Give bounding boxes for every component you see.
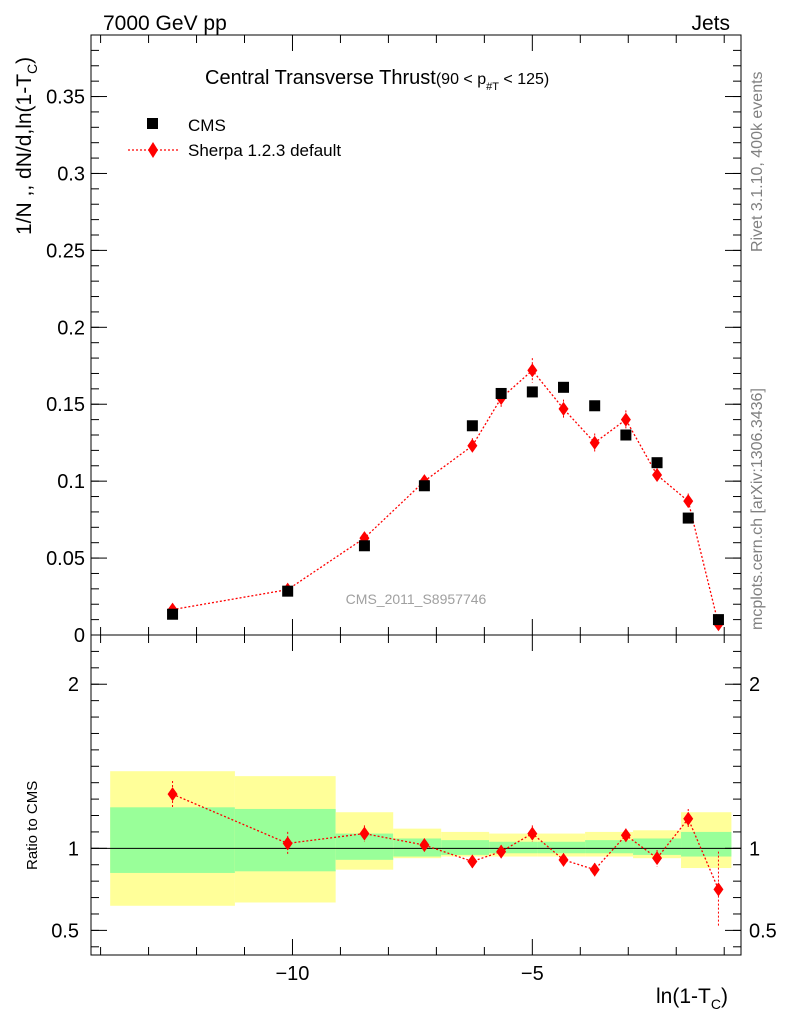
band-inner-5 [489, 841, 538, 854]
x-axis-label: ln(1-TC) [656, 985, 728, 1012]
y-tick-label: 0.05 [46, 548, 85, 570]
ratio-tick-label-right: 0.5 [749, 920, 777, 942]
cms-point [282, 585, 294, 597]
cms-point [712, 614, 724, 626]
chart-title-subscript: #T [486, 81, 499, 93]
sherpa-series-line [172, 369, 720, 625]
band-inner-3 [393, 838, 442, 857]
legend-label-cms: CMS [188, 116, 226, 135]
cms-point [589, 400, 601, 412]
chart-title-suffix: (90 < p [436, 71, 486, 88]
sherpa-point [683, 494, 694, 509]
y-tick-label: 0.15 [46, 394, 85, 416]
ratio-tick-label-right: 1 [749, 838, 760, 860]
x-tick-label: −5 [521, 963, 544, 985]
cms-point [682, 512, 694, 524]
sherpa-point [527, 363, 538, 378]
cms-point [620, 429, 632, 441]
ratio-point [589, 862, 600, 877]
y-axis-label: 1/N ,, dN/d,ln(1-TC) [13, 57, 40, 235]
ratio-tick-label: 0.5 [51, 920, 79, 942]
band-inner-7 [585, 840, 634, 854]
y-tick-label: 0.25 [46, 240, 85, 262]
ratio-series-points [167, 781, 724, 928]
cms-point [418, 480, 430, 492]
sherpa-point [620, 412, 631, 427]
cms-point [651, 457, 663, 469]
ratio-point [419, 838, 430, 853]
ratio-point [167, 787, 178, 802]
ratio-point [683, 811, 694, 826]
ratio-tick-label-right: 2 [749, 674, 760, 696]
ratio-point [620, 828, 631, 843]
cms-point [558, 381, 570, 393]
x-axis-label-main: ln(1-T [656, 985, 711, 1008]
legend-marker-cms [147, 118, 158, 129]
legend: CMS Sherpa 1.2.3 default [128, 116, 341, 160]
chart-title: Central Transverse Thrust(90 < p#T < 125… [205, 67, 549, 93]
y-tick-label: 0.3 [57, 163, 85, 185]
header-right: Jets [691, 12, 730, 35]
cms-point [495, 387, 507, 399]
band-inner-8 [633, 838, 682, 855]
axis-ticks: 0 0.05 0.1 0.15 0.2 0.25 0.3 0.35 −10 −5 0.5 0.5 1 1 2… [46, 35, 777, 985]
ratio-panel-frame [90, 634, 742, 956]
sherpa-point [652, 468, 663, 482]
sherpa-line [172, 369, 720, 625]
cms-point [466, 420, 478, 432]
sherpa-point [467, 438, 478, 453]
band-inner-9 [681, 831, 732, 857]
legend-label-sherpa: Sherpa 1.2.3 default [188, 141, 341, 160]
ratio-tick-label: 1 [68, 838, 79, 860]
ratio-point [359, 826, 370, 841]
ratio-tick-label: 2 [68, 674, 79, 696]
uncertainty-bands [110, 771, 732, 906]
x-axis-label-end: ) [721, 985, 728, 1008]
sherpa-point [558, 401, 569, 416]
y-tick-label: 0.35 [46, 87, 85, 109]
cms-series-points [167, 381, 724, 626]
band-inner-4 [441, 840, 490, 855]
ratio-axis-label: Ratio to CMS [24, 781, 41, 870]
band-inner-0 [110, 807, 235, 873]
y-tick-label: 0.2 [57, 317, 85, 339]
ratio-point [652, 851, 663, 866]
mcplots-label: mcplots.cern.ch [arXiv:1306.3436] [749, 388, 766, 630]
chart-title-suffix-end: < 125) [499, 71, 549, 88]
ratio-point [282, 836, 293, 851]
y-tick-label: 0.1 [57, 471, 85, 493]
y-tick-label: 0 [74, 625, 85, 647]
band-inner-6 [537, 841, 586, 854]
y-axis-label-sub: C [24, 64, 40, 74]
ratio-point [467, 854, 478, 869]
analysis-watermark: CMS_2011_S8957746 [346, 591, 487, 607]
cms-point [526, 386, 538, 398]
chart-title-main: Central Transverse Thrust [205, 67, 436, 89]
ratio-point [558, 852, 569, 867]
cms-point [358, 540, 370, 552]
x-tick-label: −10 [276, 963, 310, 985]
y-axis-label-main: 1/N ,, dN/d,ln(1-T [13, 74, 36, 235]
y-axis-label-end: ) [13, 57, 36, 64]
ratio-point [496, 844, 507, 859]
sherpa-point [589, 435, 600, 450]
header-left: 7000 GeV pp [103, 12, 227, 35]
rivet-label: Rivet 3.1.10, 400k events [749, 71, 766, 252]
cms-point [167, 608, 179, 620]
ratio-point [527, 826, 538, 841]
x-axis-label-sub: C [711, 996, 721, 1012]
ratio-point [713, 882, 724, 897]
